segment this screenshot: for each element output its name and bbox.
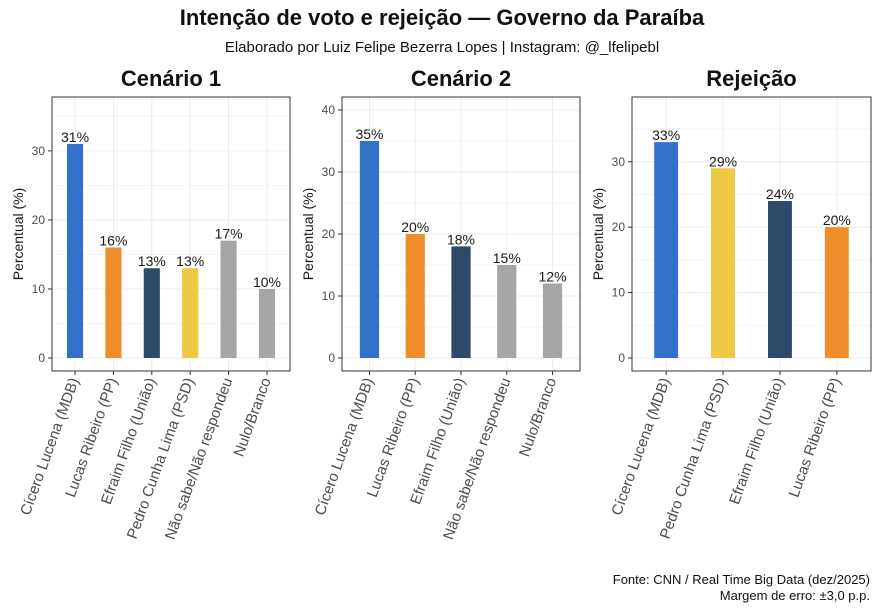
bar (497, 265, 517, 358)
y-axis-title: Percentual (%) (590, 188, 606, 281)
caption-margin: Margem de erro: ±3,0 p.p. (720, 588, 870, 603)
y-axis-title: Percentual (%) (300, 188, 316, 281)
data-label: 35% (355, 126, 383, 142)
bar (711, 168, 735, 358)
y-tick-label: 0 (618, 351, 625, 365)
data-label: 20% (401, 219, 429, 235)
data-label: 18% (447, 231, 475, 247)
bar (542, 283, 563, 358)
data-label: 33% (652, 127, 680, 143)
y-tick-label: 0 (328, 351, 335, 365)
panel-border (631, 96, 872, 372)
panels: 31% 16% 13% 13% 17% 10% 0 10 20 30 Cícero Lucena (… (10, 66, 872, 542)
y-tick-label: 20 (322, 227, 336, 241)
bar (768, 201, 792, 358)
panel-title: Cenário 2 (411, 66, 511, 91)
bar (359, 141, 380, 358)
bar (143, 268, 160, 358)
data-label: 17% (215, 226, 243, 242)
data-label: 13% (138, 253, 166, 269)
data-label: 12% (539, 269, 567, 285)
data-label: 24% (766, 186, 794, 202)
panel-background (52, 97, 290, 371)
x-tick-label: Cícero Lucena (MDB) (312, 376, 378, 518)
chart-subtitle: Elaborado por Luiz Felipe Bezerra Lopes … (225, 39, 659, 56)
data-label: 31% (61, 129, 89, 145)
y-tick-label: 30 (32, 144, 46, 158)
bar (824, 227, 849, 358)
bar (451, 246, 471, 358)
x-tick-label: Nulo/Branco (231, 376, 275, 459)
y-tick-label: 10 (322, 289, 336, 303)
panel-2: 35% 20% 18% 15% 12% 0 10 20 30 40 Cícero Lucena (M… (300, 66, 581, 542)
data-label: 16% (99, 233, 127, 249)
x-tick-label: Lucas Ribeiro (PP) (786, 376, 845, 500)
x-tick-label: Efraim Filho (União) (726, 376, 788, 507)
bar (105, 247, 122, 358)
bar (220, 240, 237, 358)
data-label: 10% (253, 274, 281, 290)
y-tick-label: 30 (322, 165, 336, 179)
x-tick-label: Cícero Lucena (MDB) (608, 376, 674, 518)
bar (66, 143, 84, 358)
panel-title: Rejeição (706, 66, 797, 91)
bar (405, 234, 425, 358)
x-tick-label: Pedro Cunha Lima (PSD) (657, 376, 731, 542)
bar (182, 268, 199, 358)
y-tick-label: 10 (32, 282, 46, 296)
y-tick-label: 30 (612, 155, 626, 169)
x-tick-label: Nulo/Branco (516, 376, 560, 459)
panel-border (51, 96, 291, 372)
data-label: 15% (493, 250, 521, 266)
y-tick-label: 10 (612, 286, 626, 300)
y-tick-label: 0 (38, 351, 45, 365)
chart-title: Intenção de voto e rejeição — Governo da… (180, 5, 705, 30)
y-tick-label: 40 (322, 103, 336, 117)
data-label: 20% (823, 212, 851, 228)
y-tick-label: 20 (32, 213, 46, 227)
bar (654, 142, 679, 358)
y-tick-label: 20 (612, 220, 626, 234)
y-axis-title: Percentual (%) (10, 188, 26, 281)
bar (258, 288, 276, 358)
caption-source: Fonte: CNN / Real Time Big Data (dez/202… (613, 572, 870, 587)
data-label: 29% (709, 153, 737, 169)
data-label: 13% (176, 253, 204, 269)
panel-title: Cenário 1 (121, 66, 221, 91)
